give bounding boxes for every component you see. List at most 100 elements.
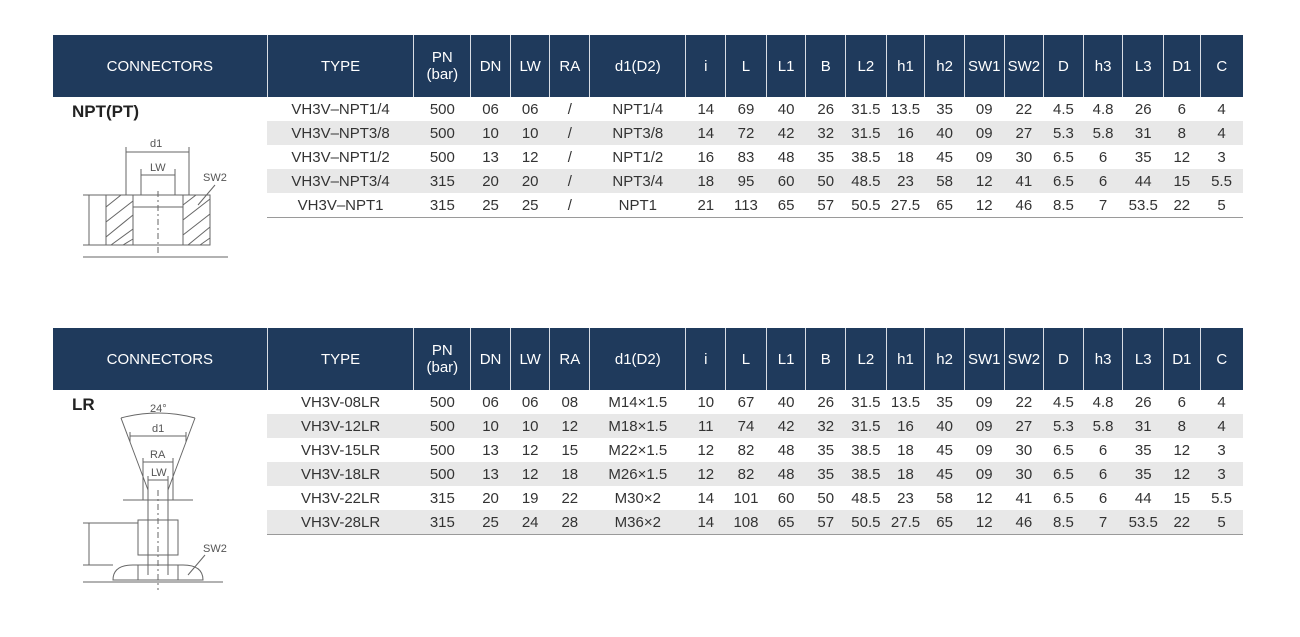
- value-cell: 35: [1134, 148, 1152, 166]
- value-cell: 14: [685, 121, 726, 145]
- value-cell: 58: [924, 169, 965, 193]
- col-sw1: SW1: [964, 35, 1005, 97]
- value-cell: 10: [510, 121, 550, 145]
- col-l1: L1: [766, 35, 807, 97]
- value-cell: 45: [936, 148, 953, 166]
- type-cell: VH3V–NPT3/4: [267, 169, 414, 193]
- value-cell: 58: [936, 489, 953, 507]
- value-cell: 5.8: [1083, 121, 1123, 145]
- value-cell: 22: [1163, 510, 1200, 535]
- type-cell: VH3V-28LR: [267, 510, 414, 535]
- col-dn: DN: [470, 328, 511, 390]
- value-cell: /: [567, 148, 572, 166]
- col-l: L: [725, 35, 767, 97]
- value-cell: 6: [1177, 100, 1186, 118]
- value-cell: 53.5: [1122, 193, 1164, 218]
- col-type: TYPE: [267, 328, 415, 390]
- value-cell: 15: [561, 441, 579, 459]
- value-cell: 3: [1217, 148, 1226, 166]
- lr-fitting-drawing: 24° d1 RA LW SW2: [83, 403, 227, 590]
- value-cell: 40: [924, 414, 965, 438]
- col-d1: d1(D2): [589, 35, 687, 97]
- value-cell: 38.5: [851, 148, 881, 166]
- value-cell: 31.5: [845, 121, 887, 145]
- value-cell: 27.5: [886, 193, 925, 218]
- value-cell: 5.5: [1200, 169, 1243, 193]
- label-lw: LW: [151, 467, 167, 479]
- value-cell: 35: [1134, 441, 1152, 459]
- value-cell: /: [549, 169, 590, 193]
- table-row: VH3V-12LR 500 10 10 12 M18×1.5 11 74 42 32 31.5 16 4…: [53, 414, 1243, 438]
- value-cell: 6.5: [1043, 169, 1084, 193]
- value-cell: 38.5: [845, 462, 887, 486]
- value-cell: 26: [817, 100, 835, 118]
- value-cell: 14: [697, 100, 715, 118]
- value-cell: 06: [482, 100, 499, 118]
- value-cell: 35: [936, 100, 953, 118]
- value-cell: 48: [777, 441, 795, 459]
- value-cell: 4.5: [1053, 100, 1074, 118]
- value-cell: 6: [1098, 148, 1108, 166]
- value-cell: 06: [521, 393, 539, 411]
- value-cell: 13.5: [890, 393, 921, 411]
- value-cell: 315: [413, 510, 471, 535]
- value-cell: 12: [697, 441, 715, 459]
- value-cell: 48: [777, 148, 795, 166]
- value-cell: 35: [1122, 462, 1164, 486]
- value-cell: 13: [470, 462, 511, 486]
- diagram-title: NPT(PT): [72, 102, 140, 121]
- value-cell: 3: [1217, 441, 1226, 459]
- col-d1-outer: D1: [1163, 35, 1201, 97]
- value-cell: 23: [897, 489, 914, 507]
- value-cell: 26: [817, 393, 835, 411]
- value-cell: 65: [766, 510, 806, 535]
- value-cell: 13.5: [890, 100, 921, 118]
- header-row: CONNECTORS TYPE PN (bar) DN LW RA d1(D2) …: [53, 328, 1243, 390]
- lr-diagram: LR: [53, 390, 267, 590]
- value-cell: 8: [1163, 414, 1200, 438]
- value-cell: /: [549, 193, 590, 218]
- col-h1: h1: [886, 35, 926, 97]
- value-cell: 500: [429, 100, 455, 118]
- col-dn: DN: [470, 35, 511, 97]
- table-row: VH3V-28LR 315 25 24 28 M36×2 14 108 65 57 50.5 27.5…: [53, 510, 1243, 535]
- value-cell: 7: [1083, 510, 1123, 535]
- value-cell: 12: [964, 193, 1005, 218]
- value-cell: 32: [805, 414, 846, 438]
- col-i: i: [685, 35, 727, 97]
- value-cell: 60: [766, 169, 806, 193]
- value-cell: 35: [805, 462, 846, 486]
- value-cell: 4.8: [1092, 393, 1114, 411]
- value-cell: 5.3: [1043, 121, 1084, 145]
- type-cell: VH3V-12LR: [267, 414, 414, 438]
- col-h2: h2: [924, 35, 965, 97]
- value-cell: 12: [964, 510, 1005, 535]
- value-cell: 500: [429, 393, 455, 411]
- value-cell: 30: [1015, 441, 1033, 459]
- table-row: VH3V-22LR 315 20 19 22 M30×2 14 101 60 50 48.5 23 58…: [53, 486, 1243, 510]
- value-cell: 44: [1134, 489, 1152, 507]
- col-type: TYPE: [267, 35, 415, 97]
- col-l2: L2: [845, 328, 887, 390]
- value-cell: /: [567, 100, 572, 118]
- value-cell: 09: [975, 148, 993, 166]
- col-i: i: [685, 328, 727, 390]
- value-cell: 25: [470, 510, 511, 535]
- value-cell: 41: [1015, 489, 1033, 507]
- value-cell: 14: [685, 510, 726, 535]
- col-l1: L1: [766, 328, 807, 390]
- value-cell: 6: [1098, 441, 1108, 459]
- value-cell: 40: [777, 393, 795, 411]
- value-cell: NPT1: [589, 193, 686, 218]
- label-d1: d1: [152, 423, 164, 435]
- value-cell: 20: [482, 489, 499, 507]
- npt-diagram: NPT(PT): [53, 97, 267, 258]
- type-cell: VH3V-22LR: [300, 489, 381, 507]
- type-cell: VH3V-18LR: [267, 462, 414, 486]
- value-cell: 50.5: [845, 510, 887, 535]
- value-cell: 22: [1015, 393, 1033, 411]
- value-cell: 42: [766, 414, 806, 438]
- value-cell: 30: [1004, 462, 1044, 486]
- col-d1: d1(D2): [589, 328, 687, 390]
- col-c: C: [1200, 35, 1243, 97]
